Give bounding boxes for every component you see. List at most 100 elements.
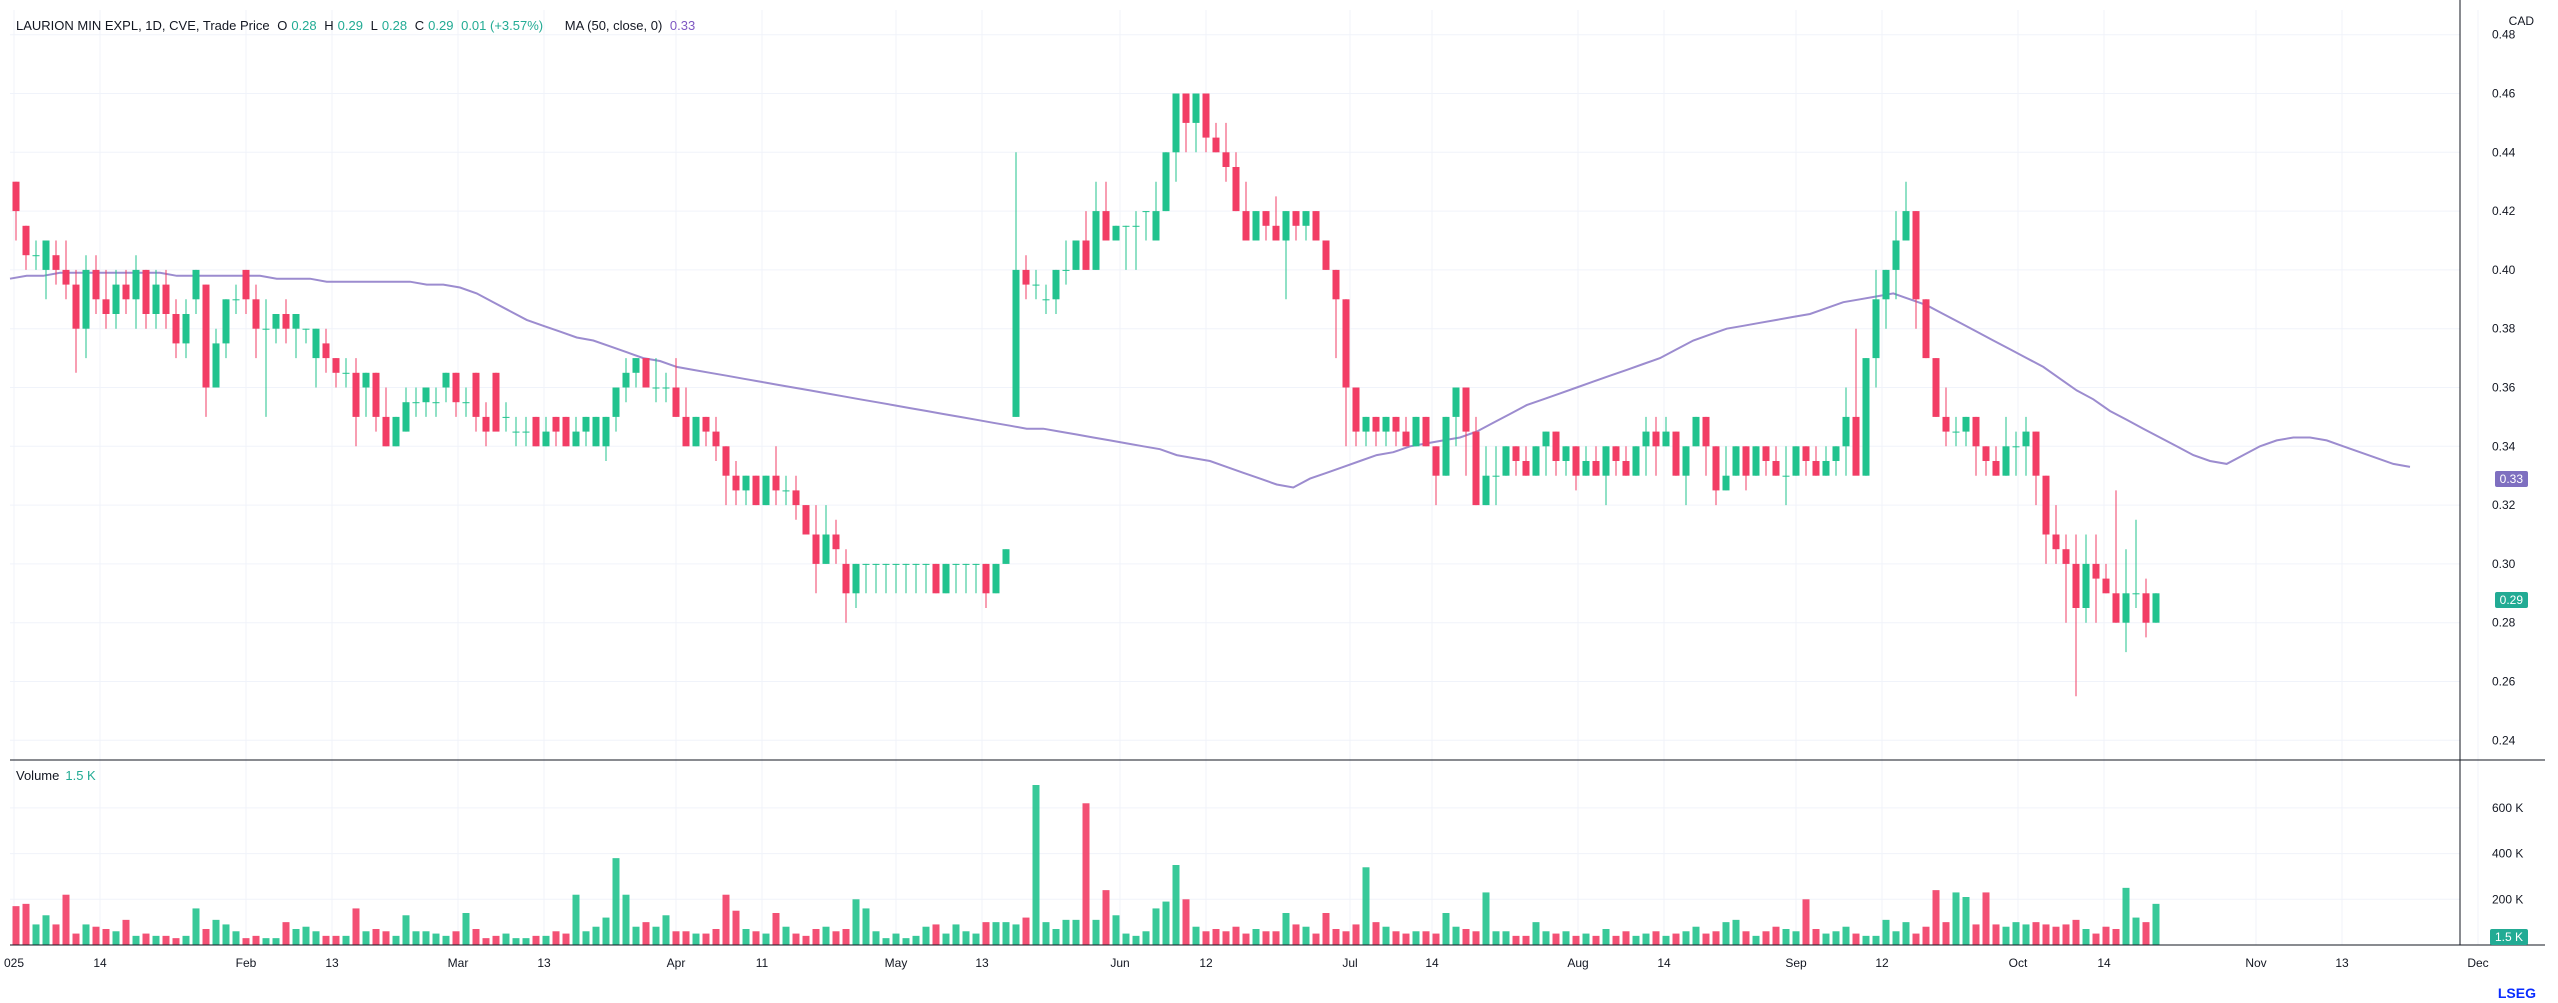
volume-bar xyxy=(1362,867,1370,945)
price-tick-label: 0.42 xyxy=(2492,204,2516,218)
candle-body xyxy=(1562,446,1570,461)
candle-body xyxy=(692,416,700,447)
last-price-badge: 0.29 xyxy=(2494,592,2528,608)
volume-bar xyxy=(1022,917,1030,945)
volume-bar xyxy=(712,929,720,945)
candle-body xyxy=(482,416,490,432)
volume-bar xyxy=(512,938,520,945)
candle-body xyxy=(1102,211,1110,241)
volume-bar xyxy=(1672,933,1680,945)
volume-bar xyxy=(2132,917,2140,945)
candle-body xyxy=(632,358,640,373)
volume-bar xyxy=(1722,922,1730,945)
volume-bar xyxy=(272,938,280,945)
candle-body xyxy=(1662,431,1670,447)
volume-bar xyxy=(1232,926,1240,945)
volume-bar xyxy=(222,924,230,945)
volume-bar xyxy=(742,929,750,945)
time-tick-label: 11 xyxy=(756,956,769,970)
volume-bar xyxy=(1972,924,1980,945)
volume-bar xyxy=(1242,933,1250,945)
volume-bar xyxy=(92,926,100,945)
volume-bar xyxy=(562,933,570,945)
volume-bar xyxy=(1952,892,1960,945)
volume-bar xyxy=(102,929,110,945)
volume-bar xyxy=(162,935,170,945)
time-tick-label: May xyxy=(885,956,908,970)
volume-bar xyxy=(1312,933,1320,945)
volume-bar xyxy=(1462,929,1470,945)
candle-body xyxy=(182,314,190,344)
candlesticks-layer xyxy=(12,93,2160,697)
volume-bar xyxy=(1822,933,1830,945)
candle-body xyxy=(672,387,680,417)
time-tick-label: Nov xyxy=(2245,956,2266,970)
volume-bar xyxy=(372,929,380,945)
candle-body xyxy=(1342,299,1350,388)
candle-body xyxy=(442,372,450,388)
candle-body xyxy=(1022,269,1030,285)
volume-bar xyxy=(1932,890,1940,945)
candle-body xyxy=(1942,416,1950,432)
volume-bar xyxy=(462,913,470,945)
volume-bar xyxy=(202,929,210,945)
candle-body xyxy=(1612,446,1620,461)
volume-bar xyxy=(62,894,70,945)
price-tick-label: 0.30 xyxy=(2492,557,2516,571)
candle-body xyxy=(1092,211,1100,270)
candle-body xyxy=(2042,475,2050,535)
volume-tick-label: 200 K xyxy=(2492,892,2523,906)
volume-bar xyxy=(212,919,220,945)
volume-bar xyxy=(1562,931,1570,945)
volume-bar xyxy=(1832,931,1840,945)
candle-body xyxy=(932,563,940,594)
volume-bar xyxy=(582,931,590,945)
volume-bar xyxy=(1712,931,1720,945)
volume-bar xyxy=(682,931,690,945)
candle-body xyxy=(2082,563,2090,608)
candle-body xyxy=(2102,578,2110,594)
candle-body xyxy=(2142,593,2150,623)
volume-bar xyxy=(782,926,790,945)
candle-body xyxy=(612,387,620,417)
chart-legend: LAURION MIN EXPL, 1D, CVE, Trade Price O… xyxy=(16,18,699,33)
candle-body xyxy=(1722,475,1730,491)
candle-body xyxy=(1622,461,1630,476)
volume-bar xyxy=(482,938,490,945)
candle-body xyxy=(1062,269,1070,271)
volume-bar xyxy=(1492,931,1500,945)
candle-body xyxy=(1242,211,1250,241)
volume-bar xyxy=(1302,926,1310,945)
volume-bar xyxy=(1922,926,1930,945)
volume-bar xyxy=(1292,924,1300,945)
candle-body xyxy=(82,269,90,329)
volume-bar xyxy=(252,935,260,945)
volume-bar xyxy=(952,924,960,945)
volume-bar xyxy=(1152,908,1160,945)
volume-bar xyxy=(2152,903,2160,945)
candle-body xyxy=(1332,269,1340,300)
volume-bar xyxy=(1742,931,1750,945)
volume-bar xyxy=(52,924,60,945)
volume-bar xyxy=(2082,929,2090,945)
candle-body xyxy=(1572,446,1580,476)
candle-body xyxy=(1452,387,1460,417)
candle-body xyxy=(1392,416,1400,432)
volume-bar xyxy=(912,935,920,945)
volume-bar xyxy=(1072,919,1080,945)
volume-bar xyxy=(1432,933,1440,945)
candle-body xyxy=(102,299,110,314)
candle-body xyxy=(202,284,210,388)
candle-body xyxy=(312,328,320,359)
price-tick-label: 0.38 xyxy=(2492,322,2516,336)
close-value: 0.29 xyxy=(428,18,454,33)
candle-body xyxy=(512,431,520,433)
low-label: L xyxy=(370,18,378,33)
symbol-title: LAURION MIN EXPL, 1D, CVE, Trade Price xyxy=(16,18,270,33)
volume-bar xyxy=(232,931,240,945)
candle-body xyxy=(1382,416,1390,432)
volume-bar xyxy=(1142,931,1150,945)
volume-bar xyxy=(1772,926,1780,945)
candle-body xyxy=(2032,431,2040,476)
